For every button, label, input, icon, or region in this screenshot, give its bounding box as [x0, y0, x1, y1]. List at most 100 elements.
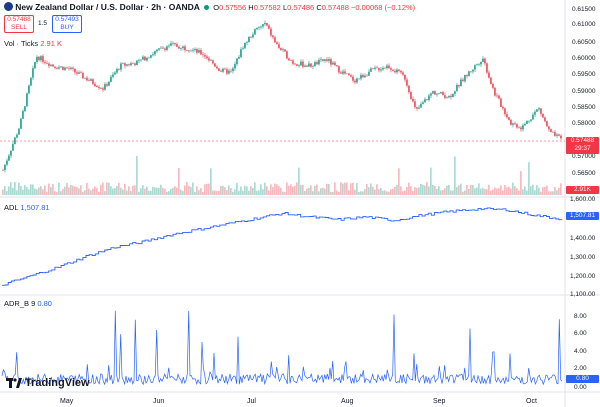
volume-bar — [476, 187, 478, 195]
candle-body — [84, 77, 86, 79]
volume-bar — [456, 187, 458, 195]
candle-body — [424, 99, 426, 103]
volume-bar — [534, 190, 536, 195]
time-axis[interactable]: May Jun Jul Aug Sep Oct — [60, 398, 537, 405]
volume-bar — [524, 186, 526, 195]
volume-bar — [354, 189, 356, 195]
volume-bar — [34, 188, 36, 195]
candle-body — [472, 69, 474, 72]
candle-body — [542, 113, 544, 118]
candle-body — [404, 74, 406, 80]
volume-bar — [450, 190, 452, 195]
candle-body — [236, 58, 238, 65]
candle-body — [330, 59, 332, 65]
candle-body — [212, 60, 214, 64]
volume-bar — [52, 184, 54, 195]
candle-body — [422, 102, 424, 105]
candle-body — [444, 95, 446, 98]
price-tick: 0.61500 — [572, 6, 596, 13]
volume-bar — [190, 187, 192, 195]
volume-bar — [88, 188, 90, 195]
adr-tick: 0.00 — [574, 384, 587, 391]
candle-body — [434, 91, 436, 95]
price-axis[interactable]: 0.61500 0.61000 0.60500 0.60000 0.59500 … — [572, 6, 596, 177]
candle-body — [350, 75, 352, 77]
volume-bars — [2, 156, 562, 195]
candle-body — [412, 98, 414, 102]
candle-body — [198, 50, 200, 53]
candle-body — [244, 42, 246, 49]
candle-body — [30, 77, 32, 86]
volume-bar — [400, 186, 402, 195]
volume-bar — [92, 188, 94, 195]
candle-body — [276, 42, 278, 45]
volume-bar — [4, 186, 6, 195]
candle-body — [56, 67, 58, 69]
volume-bar — [436, 188, 438, 195]
volume-bar — [550, 191, 552, 195]
volume-bar — [238, 190, 240, 195]
candle-body — [148, 57, 150, 59]
symbol-icon — [4, 2, 13, 11]
candle-body — [90, 79, 92, 81]
candle-body — [442, 92, 444, 96]
volume-bar — [376, 184, 378, 195]
volume-bar — [64, 186, 66, 195]
candle-body — [250, 36, 252, 38]
candle-body — [12, 144, 14, 151]
candle-body — [254, 29, 256, 35]
candle-body — [192, 49, 194, 51]
volume-bar — [234, 189, 236, 195]
candle-body — [410, 92, 412, 99]
ohlc-low: 0.57486 — [287, 3, 315, 12]
candle-body — [130, 63, 132, 66]
candle-body — [358, 78, 360, 80]
candle-body — [272, 35, 274, 38]
volume-bar — [362, 191, 364, 195]
adl-axis[interactable]: 1,600.00 1,400.00 1,300.00 1,200.00 1,10… — [570, 196, 596, 298]
candle-body — [176, 44, 178, 47]
candle-body — [360, 75, 362, 79]
symbol-title[interactable]: New Zealand Dollar / U.S. Dollar · 2h · … — [15, 2, 200, 12]
candle-body — [408, 85, 410, 93]
volume-bar — [404, 190, 406, 195]
candle-body — [234, 64, 236, 69]
volume-bar — [454, 156, 456, 195]
volume-bar — [198, 190, 200, 195]
candle-body — [164, 48, 166, 50]
buy-label: BUY — [60, 24, 74, 31]
volume-bar — [156, 187, 158, 195]
candle-body — [274, 37, 276, 43]
adr-axis[interactable]: 8.00 6.00 4.00 2.00 0.00 — [574, 313, 587, 391]
volume-bar — [304, 190, 306, 195]
candle-body — [302, 61, 304, 67]
volume-bar — [98, 191, 100, 195]
candle-body — [476, 64, 478, 66]
ohlc-close: 0.57488 — [321, 3, 349, 12]
volume-bar — [48, 183, 50, 195]
price-tick: 0.60500 — [572, 39, 596, 46]
dot-icon — [204, 5, 210, 10]
candle-body — [512, 123, 514, 125]
tradingview-logo[interactable]: TradingView — [6, 377, 90, 389]
spread-value: 1.5 — [38, 20, 48, 27]
buy-button[interactable]: 0.57493 BUY — [52, 15, 82, 33]
candle-body — [530, 119, 532, 121]
candle-body — [544, 117, 546, 122]
volume-bar — [152, 186, 154, 195]
candle-body — [344, 71, 346, 74]
volume-bar — [446, 185, 448, 195]
volume-bar — [184, 185, 186, 195]
sell-button[interactable]: 0.57488 SELL — [4, 15, 34, 33]
candle-body — [114, 72, 116, 75]
candle-body — [264, 23, 266, 25]
candle-body — [554, 132, 556, 136]
volume-bar — [170, 188, 172, 195]
volume-bar — [480, 188, 482, 195]
volume-bar — [36, 189, 38, 195]
candle-body — [50, 64, 52, 66]
candle-body — [54, 66, 56, 68]
candle-body — [32, 68, 34, 78]
candle-body — [300, 61, 302, 66]
